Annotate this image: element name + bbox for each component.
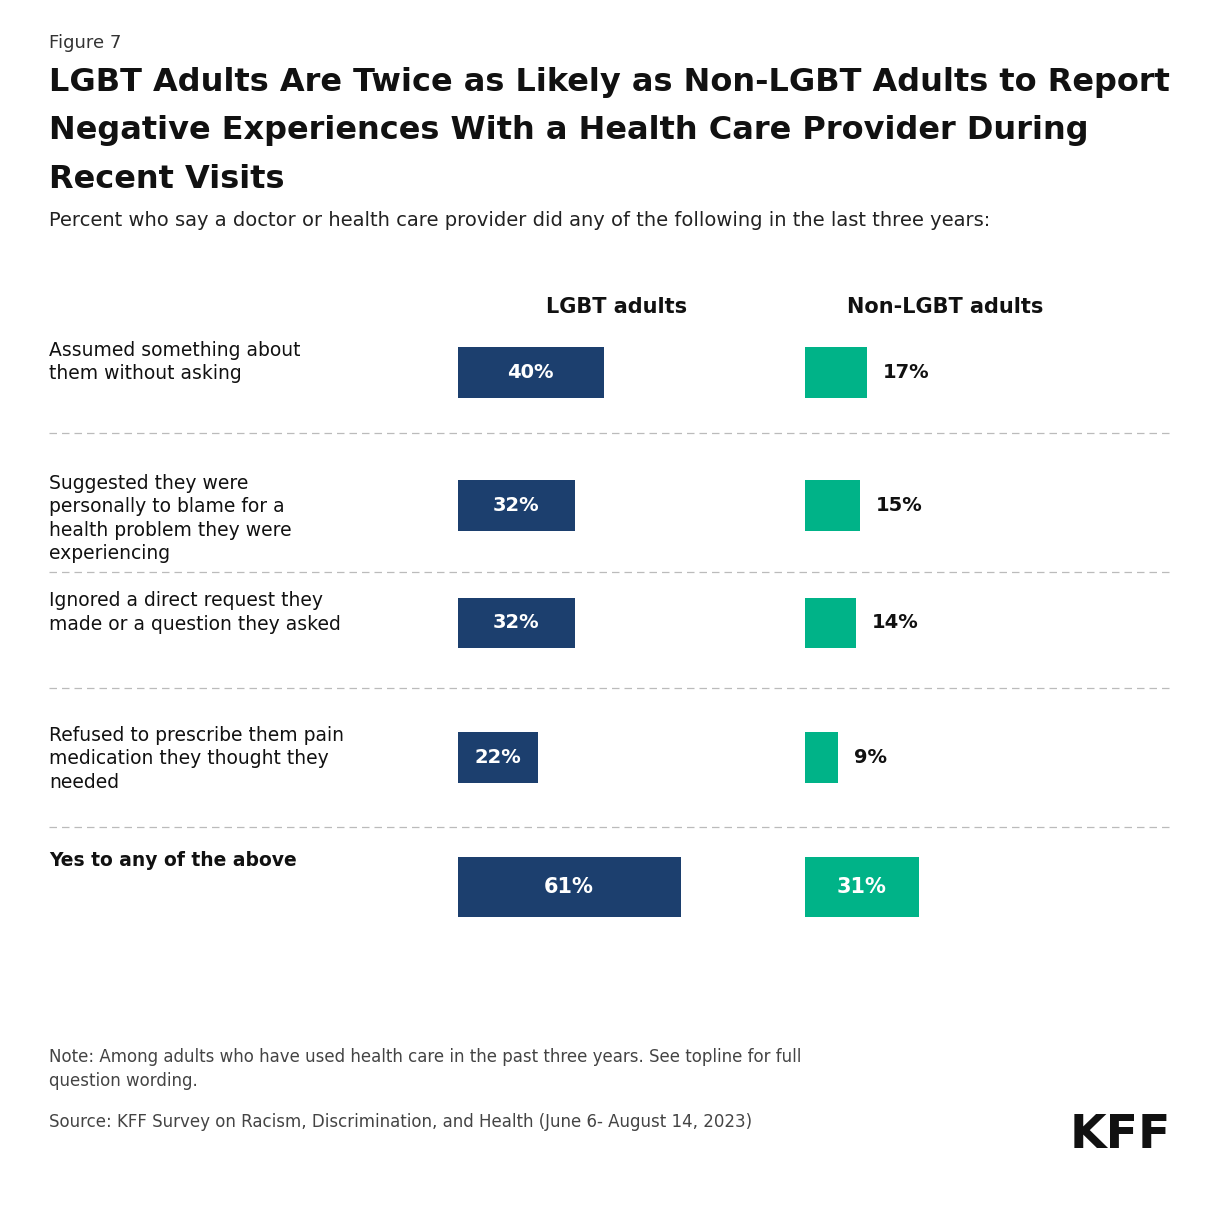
Text: Recent Visits: Recent Visits bbox=[49, 164, 284, 195]
Text: Note: Among adults who have used health care in the past three years. See toplin: Note: Among adults who have used health … bbox=[49, 1048, 802, 1090]
Text: Suggested they were
personally to blame for a
health problem they were
experienc: Suggested they were personally to blame … bbox=[49, 474, 292, 564]
Text: 14%: 14% bbox=[872, 613, 919, 633]
Text: 17%: 17% bbox=[883, 362, 930, 382]
Text: Source: KFF Survey on Racism, Discrimination, and Health (June 6- August 14, 202: Source: KFF Survey on Racism, Discrimina… bbox=[49, 1113, 752, 1131]
Text: LGBT Adults Are Twice as Likely as Non-LGBT Adults to Report: LGBT Adults Are Twice as Likely as Non-L… bbox=[49, 67, 1170, 98]
Text: LGBT adults: LGBT adults bbox=[545, 297, 687, 318]
Text: 32%: 32% bbox=[493, 613, 539, 633]
Text: 31%: 31% bbox=[837, 877, 887, 897]
Text: 22%: 22% bbox=[475, 748, 521, 767]
Text: Figure 7: Figure 7 bbox=[49, 34, 121, 52]
Text: 40%: 40% bbox=[508, 362, 554, 382]
Text: 32%: 32% bbox=[493, 496, 539, 515]
Text: Ignored a direct request they
made or a question they asked: Ignored a direct request they made or a … bbox=[49, 591, 340, 634]
Text: Negative Experiences With a Health Care Provider During: Negative Experiences With a Health Care … bbox=[49, 115, 1088, 147]
Text: Refused to prescribe them pain
medication they thought they
needed: Refused to prescribe them pain medicatio… bbox=[49, 726, 344, 791]
Text: Percent who say a doctor or health care provider did any of the following in the: Percent who say a doctor or health care … bbox=[49, 211, 991, 230]
Text: 15%: 15% bbox=[876, 496, 922, 515]
Text: Assumed something about
them without asking: Assumed something about them without ask… bbox=[49, 341, 300, 383]
Text: Non-LGBT adults: Non-LGBT adults bbox=[848, 297, 1043, 318]
Text: KFF: KFF bbox=[1070, 1113, 1171, 1157]
Text: Yes to any of the above: Yes to any of the above bbox=[49, 851, 296, 870]
Text: 61%: 61% bbox=[544, 877, 594, 897]
Text: 9%: 9% bbox=[854, 748, 887, 767]
